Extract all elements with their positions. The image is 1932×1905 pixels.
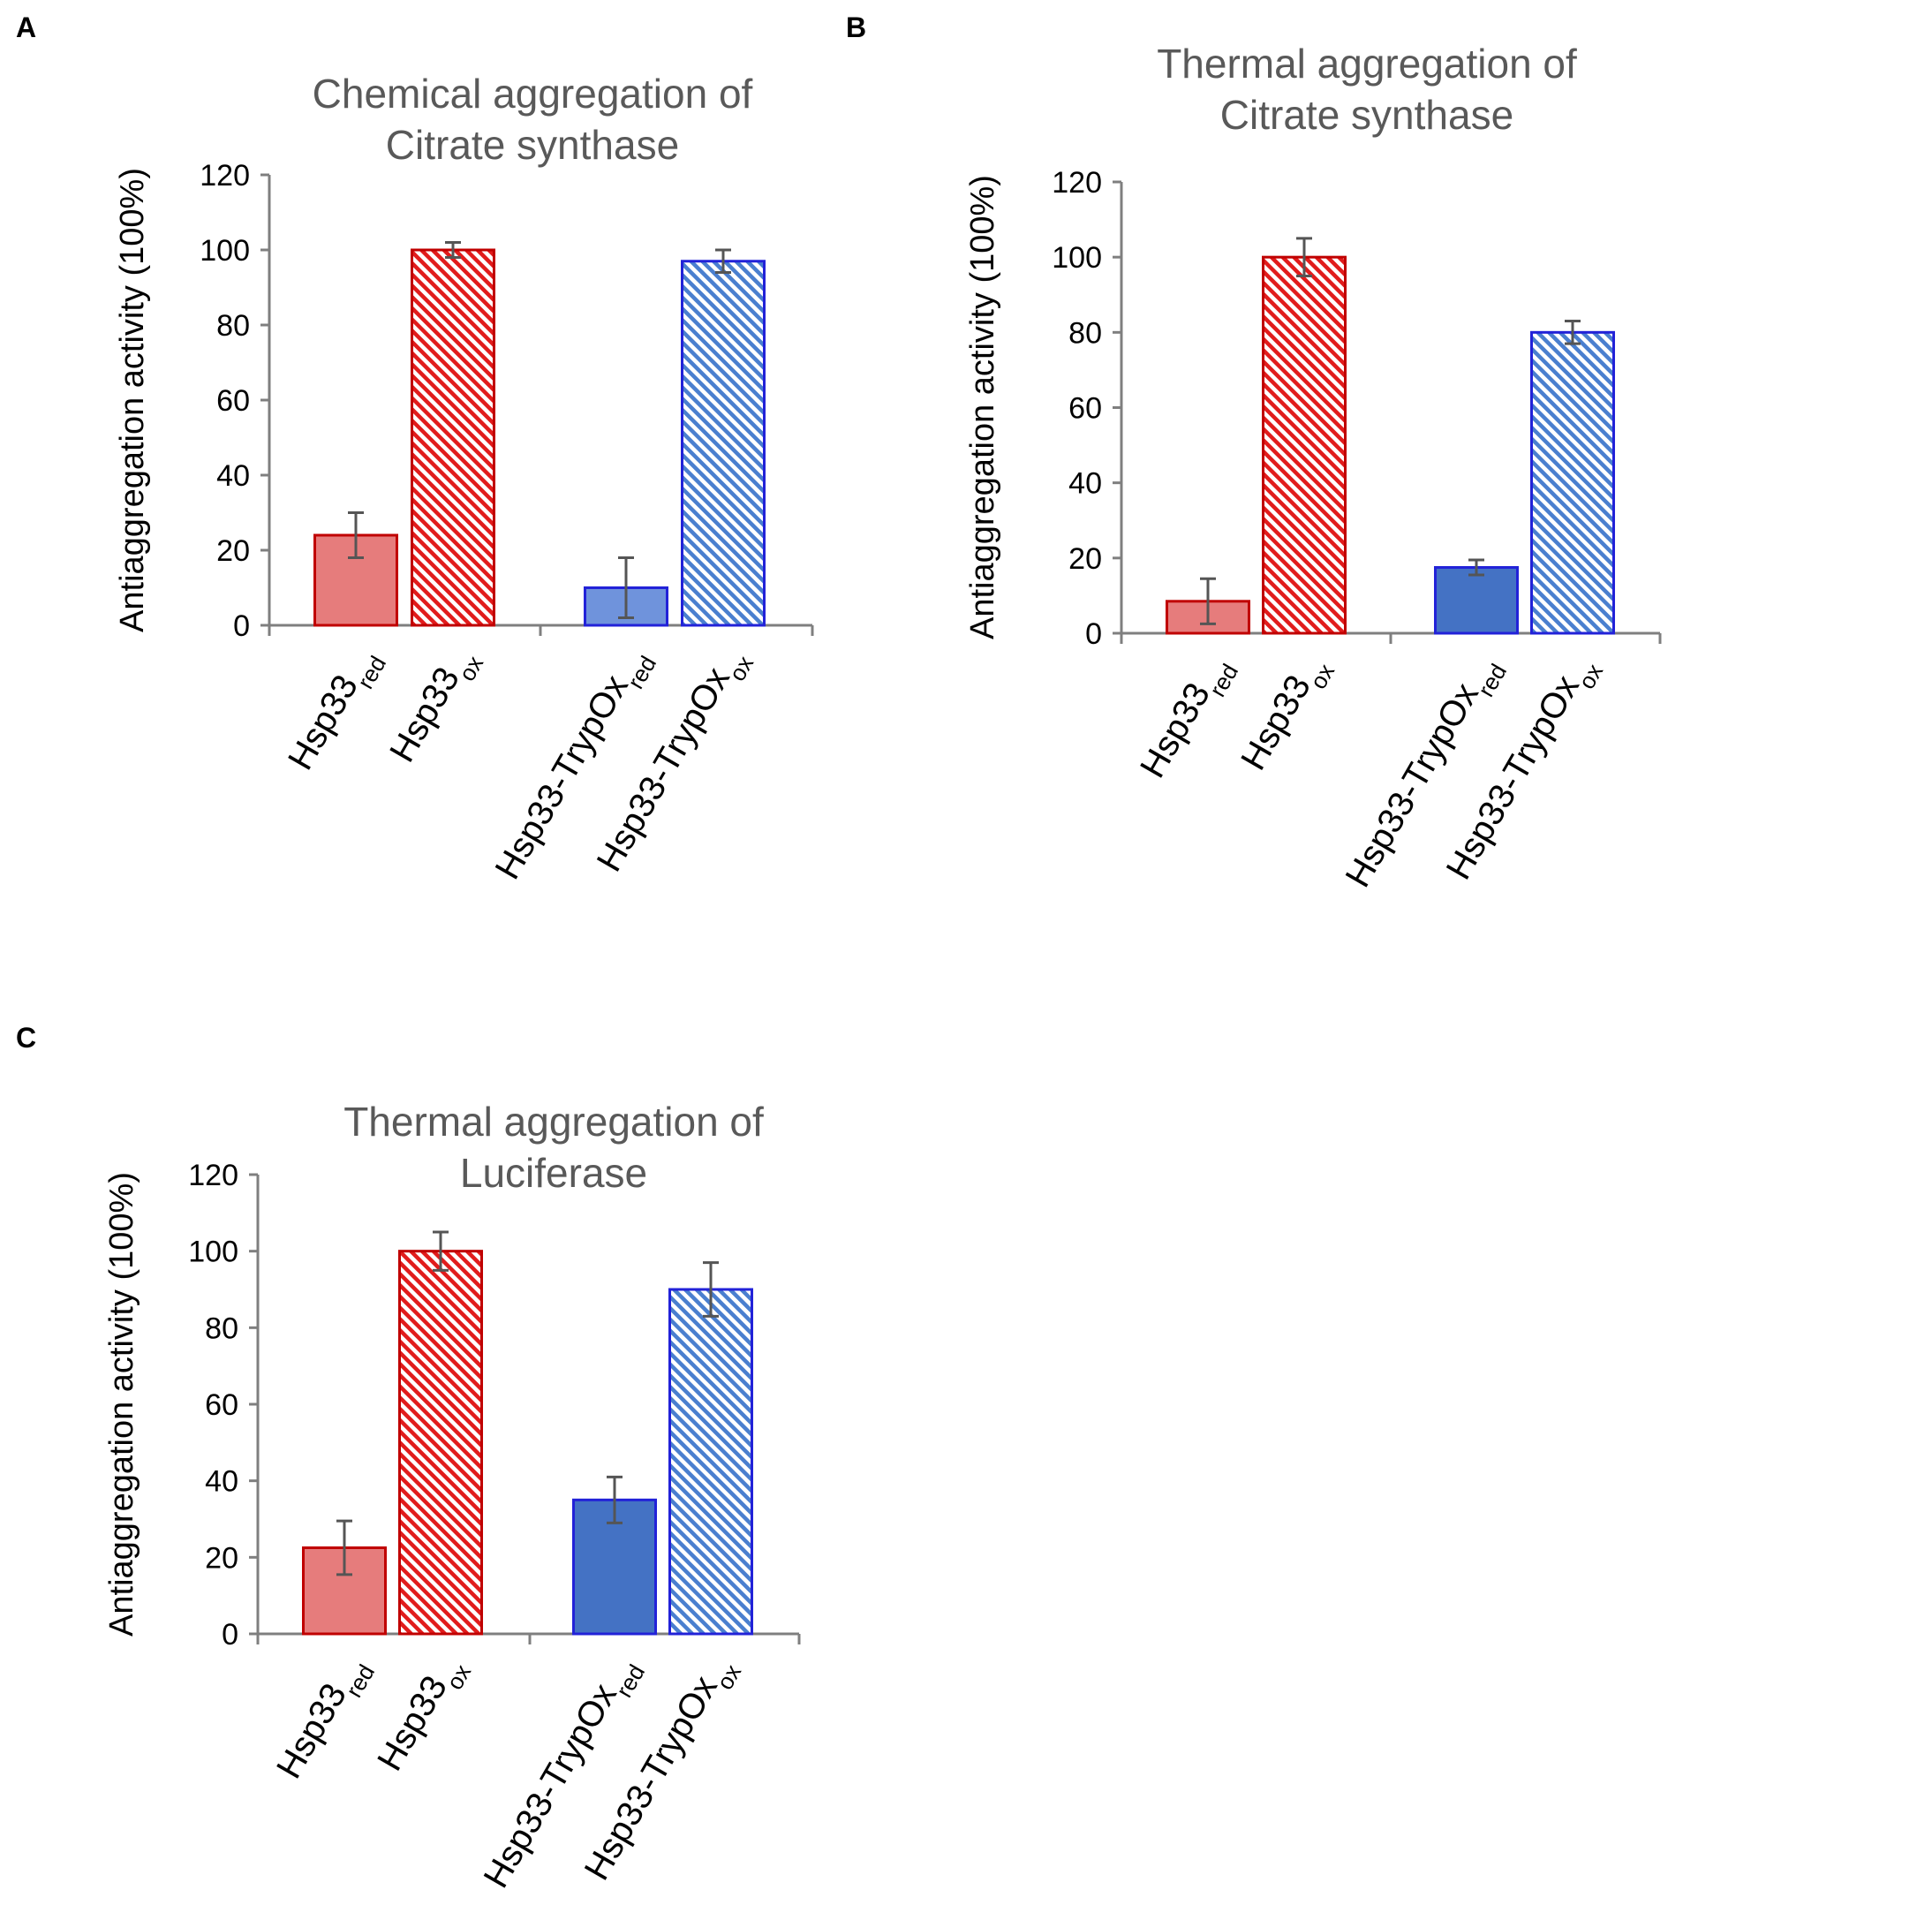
y-axis-label: Antiaggregation activity (100%): [114, 168, 151, 632]
y-tick-label: 60: [205, 1388, 238, 1422]
y-tick-label: 40: [216, 459, 250, 493]
chart-title: Luciferase: [460, 1150, 647, 1196]
x-category-label: Hsp33ox: [370, 1649, 476, 1783]
y-tick-label: 0: [1085, 617, 1102, 651]
category-main: Hsp33: [269, 1677, 354, 1785]
panel-letter: A: [16, 11, 36, 43]
y-tick-label: 80: [1068, 316, 1102, 350]
x-category-label: Hsp33ox: [1234, 648, 1340, 782]
y-tick-label: 0: [233, 609, 250, 643]
chart-panel-b: B Thermal aggregation of Citrate synthase A…: [846, 11, 1662, 894]
y-tick-label: 20: [216, 534, 250, 568]
category-main: Hsp33: [370, 1669, 455, 1777]
chart-panel-a: A Chemical aggregation of Citrate synthase…: [16, 11, 814, 886]
x-category-label: Hsp33ox: [382, 640, 488, 775]
panel-letter: B: [846, 11, 866, 43]
y-tick-label: 60: [216, 384, 250, 418]
category-main: Hsp33: [382, 661, 467, 768]
y-tick-label: 80: [205, 1312, 238, 1345]
y-tick-label: 40: [205, 1465, 238, 1499]
y-tick-label: 100: [188, 1236, 238, 1269]
category-main: Hsp33: [281, 669, 366, 776]
bar: [1262, 255, 1347, 635]
y-tick-label: 120: [1052, 166, 1102, 200]
chart-title: Thermal aggregation of: [1157, 41, 1577, 87]
chart-title: Citrate synthase: [1220, 92, 1513, 138]
x-category-label: Hsp33red: [269, 1649, 380, 1791]
y-tick-label: 60: [1068, 392, 1102, 426]
y-axis-label: Antiaggregation activity (100%): [964, 175, 1001, 639]
bar: [681, 260, 766, 627]
y-tick-label: 120: [188, 1159, 238, 1192]
y-tick-label: 120: [200, 159, 250, 193]
bar: [1530, 330, 1615, 635]
y-tick-label: 20: [205, 1541, 238, 1575]
bar: [398, 1250, 483, 1636]
x-category-label: Hsp33red: [281, 640, 391, 782]
bar: [1434, 565, 1519, 635]
y-tick-label: 40: [1068, 467, 1102, 501]
chart-title: Chemical aggregation of: [313, 71, 753, 117]
bar: [668, 1288, 753, 1636]
y-tick-label: 100: [1052, 241, 1102, 275]
x-category-label: Hsp33red: [1133, 648, 1243, 790]
y-tick-label: 80: [216, 309, 250, 343]
category-main: Hsp33: [1133, 677, 1218, 784]
y-tick-label: 20: [1068, 542, 1102, 576]
chart-panel-c: C Thermal aggregation of Luciferase Antiagg…: [16, 1022, 801, 1894]
y-tick-label: 100: [200, 234, 250, 268]
y-tick-label: 0: [222, 1618, 238, 1652]
y-axis-label: Antiaggregation activity (100%): [103, 1172, 140, 1637]
panel-letter: C: [16, 1022, 36, 1054]
category-main: Hsp33: [1234, 669, 1318, 776]
bar: [411, 248, 495, 627]
chart-title: Thermal aggregation of: [343, 1099, 764, 1145]
chart-title: Citrate synthase: [386, 122, 679, 168]
